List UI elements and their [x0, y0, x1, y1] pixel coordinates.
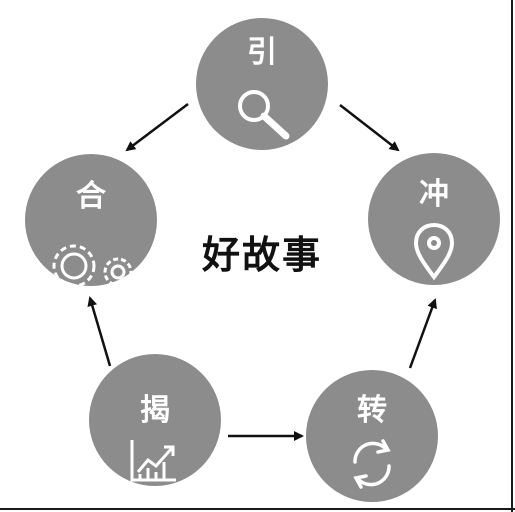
rising-chart-icon	[130, 440, 176, 482]
arrow-zhuan-to-chong	[408, 298, 437, 369]
refresh-cycle-icon	[353, 439, 391, 489]
node-chong: 冲	[368, 153, 500, 285]
node-he: 合	[25, 154, 157, 288]
node-yin-label: 引	[247, 35, 277, 70]
node-zhuan: 转	[306, 370, 438, 502]
node-jie-label: 揭	[140, 393, 170, 428]
node-jie: 揭	[89, 354, 221, 486]
arrow-yin-to-chong	[339, 104, 400, 152]
location-pin-icon	[413, 222, 455, 281]
arrow-jie-to-he	[87, 296, 112, 367]
arrow-yin-to-he	[125, 103, 189, 152]
node-chong-label: 冲	[419, 177, 449, 212]
arrows	[87, 103, 437, 441]
gears-icon	[52, 244, 133, 288]
frame-border-right	[511, 0, 513, 512]
node-yin: 引	[196, 18, 328, 150]
node-he-label: 合	[76, 179, 106, 214]
magnifier-icon	[238, 90, 290, 140]
frame-border-bottom	[0, 508, 515, 510]
diagram-title: 好故事	[201, 232, 322, 277]
node-zhuan-label: 转	[357, 393, 387, 428]
